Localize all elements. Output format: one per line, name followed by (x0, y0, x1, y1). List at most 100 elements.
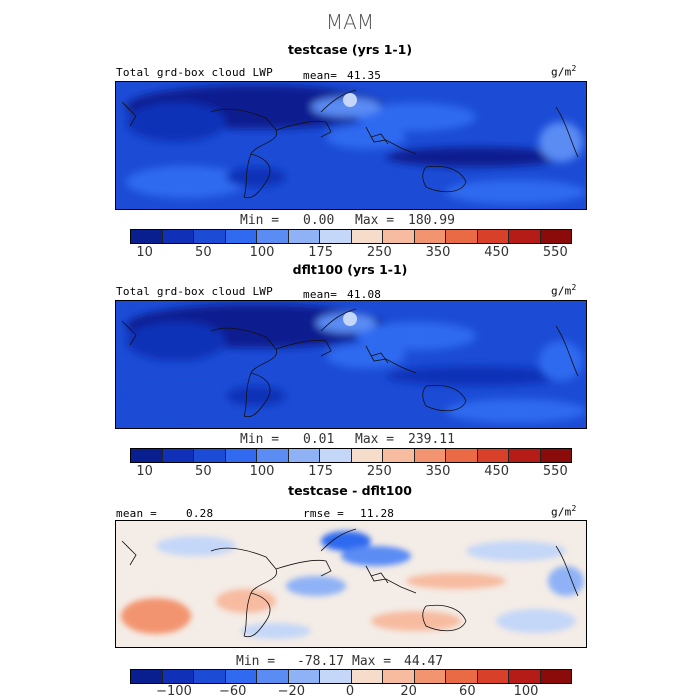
panel3-negative-region (496, 609, 576, 633)
panel2-mid-region (356, 322, 476, 350)
panel2-max-value: 239.11 (408, 432, 455, 447)
panel3-rmse-value: 11.28 (360, 507, 395, 520)
colorbar-swatch (477, 449, 509, 462)
panel1-mean-value: 41.35 (347, 69, 382, 82)
colorbar-swatch (509, 449, 541, 462)
colorbar-swatch (540, 670, 571, 683)
colorbar-swatch (288, 449, 320, 462)
panel1-low-region (386, 147, 566, 167)
panel2-mid-region (126, 385, 246, 417)
panel3-units: g/m2 (551, 504, 577, 519)
panel2-low-region (386, 366, 566, 386)
colorbar-swatch (414, 670, 446, 683)
panel3-colorbar-ticks: −100 −60 −20 0 20 60 100 (130, 684, 570, 700)
colorbar-tick-label: 450 (484, 464, 510, 479)
colorbar-swatch (414, 449, 446, 462)
colorbar-swatch (257, 230, 289, 243)
colorbar-swatch (446, 670, 478, 683)
colorbar-swatch (414, 230, 446, 243)
colorbar-swatch (131, 670, 163, 683)
colorbar-swatch (383, 230, 415, 243)
panel3-positive-region (371, 611, 461, 631)
panel3-negative-region (321, 531, 371, 551)
panel3-min-value: -78.17 (297, 654, 344, 669)
colorbar-tick-label: 350 (425, 245, 451, 260)
panel3-negative-region (241, 623, 311, 639)
colorbar-tick-label: 250 (366, 245, 392, 260)
panel1-colorbar-ticks: 10 50 100 175 250 350 450 550 (130, 245, 570, 261)
panel3-map (115, 520, 587, 648)
panel2-colorbar-ticks: 10 50 100 175 250 350 450 550 (130, 464, 570, 480)
panel2-low-region (126, 321, 226, 361)
panel3-positive-region (121, 598, 191, 634)
colorbar-swatch (162, 449, 194, 462)
panel3-rmse-label: rmse = (303, 507, 344, 520)
panel1-mean-label: mean= (303, 69, 338, 82)
panel3-max-value: 44.47 (404, 654, 444, 669)
colorbar-swatch (288, 670, 320, 683)
panel1-map-field (116, 82, 586, 209)
panel3-negative-region (156, 536, 236, 556)
panel1-map (115, 81, 587, 210)
colorbar-swatch (351, 670, 383, 683)
panel1-mid-region (446, 180, 586, 204)
panel3-positive-region (216, 589, 276, 613)
colorbar-swatch (509, 230, 541, 243)
colorbar-swatch (320, 670, 352, 683)
panel3-negative-region (548, 566, 584, 596)
colorbar-swatch (225, 670, 257, 683)
colorbar-tick-label: 100 (513, 684, 539, 699)
panel3-title: testcase - dflt100 (288, 483, 412, 498)
panel3-positive-region (406, 573, 506, 589)
colorbar-tick-label: 60 (459, 684, 476, 699)
colorbar-swatch (162, 670, 194, 683)
colorbar-tick-label: 100 (249, 245, 275, 260)
page-title: MAM (325, 10, 375, 34)
panel2-units: g/m2 (551, 283, 577, 298)
colorbar-swatch (351, 230, 383, 243)
panel3-negative-region (286, 576, 346, 596)
colorbar-swatch (194, 670, 226, 683)
colorbar-swatch (540, 230, 571, 243)
colorbar-swatch (320, 449, 352, 462)
colorbar-tick-label: 0 (345, 684, 355, 699)
colorbar-tick-label: −60 (218, 684, 247, 699)
panel3-negative-region (341, 546, 411, 566)
panel1-mid-region (326, 125, 406, 149)
colorbar-swatch (194, 449, 226, 462)
colorbar-tick-label: 50 (195, 245, 212, 260)
colorbar-swatch (446, 449, 478, 462)
colorbar-swatch (131, 230, 163, 243)
colorbar-tick-label: 50 (195, 464, 212, 479)
colorbar-tick-label: 175 (308, 245, 334, 260)
panel1-low-region (126, 102, 226, 142)
colorbar-swatch (225, 449, 257, 462)
colorbar-swatch (257, 670, 289, 683)
colorbar-swatch (383, 449, 415, 462)
panel2-title: dflt100 (yrs 1-1) (292, 262, 408, 277)
panel1-peak (343, 93, 357, 107)
panel3-min-label: Min = (236, 654, 276, 669)
panel3-map-field (116, 521, 586, 647)
panel1-coastlines (121, 89, 579, 199)
panel3-mean-value: 0.28 (186, 507, 214, 520)
panel3-colorbar (130, 669, 572, 684)
panel3-mean-label: mean = (116, 507, 157, 520)
colorbar-swatch (383, 670, 415, 683)
panel2-mid-region (326, 344, 406, 368)
colorbar-swatch (131, 449, 163, 462)
panel1-max-label: Max = (355, 213, 395, 228)
panel1-variable-label: Total grd-box cloud LWP (116, 66, 273, 79)
colorbar-swatch (257, 449, 289, 462)
panel1-colorbar (130, 229, 572, 244)
panel1-title: testcase (yrs 1-1) (287, 42, 413, 57)
panel2-max-label: Max = (355, 432, 395, 447)
panel2-map-field (116, 301, 586, 428)
panel1-max-value: 180.99 (408, 213, 455, 228)
panel1-high-region (539, 122, 583, 162)
panel2-mid-region (446, 399, 586, 423)
colorbar-tick-label: 10 (136, 464, 153, 479)
colorbar-tick-label: 250 (366, 464, 392, 479)
colorbar-tick-label: −100 (156, 684, 192, 699)
colorbar-tick-label: 175 (308, 464, 334, 479)
